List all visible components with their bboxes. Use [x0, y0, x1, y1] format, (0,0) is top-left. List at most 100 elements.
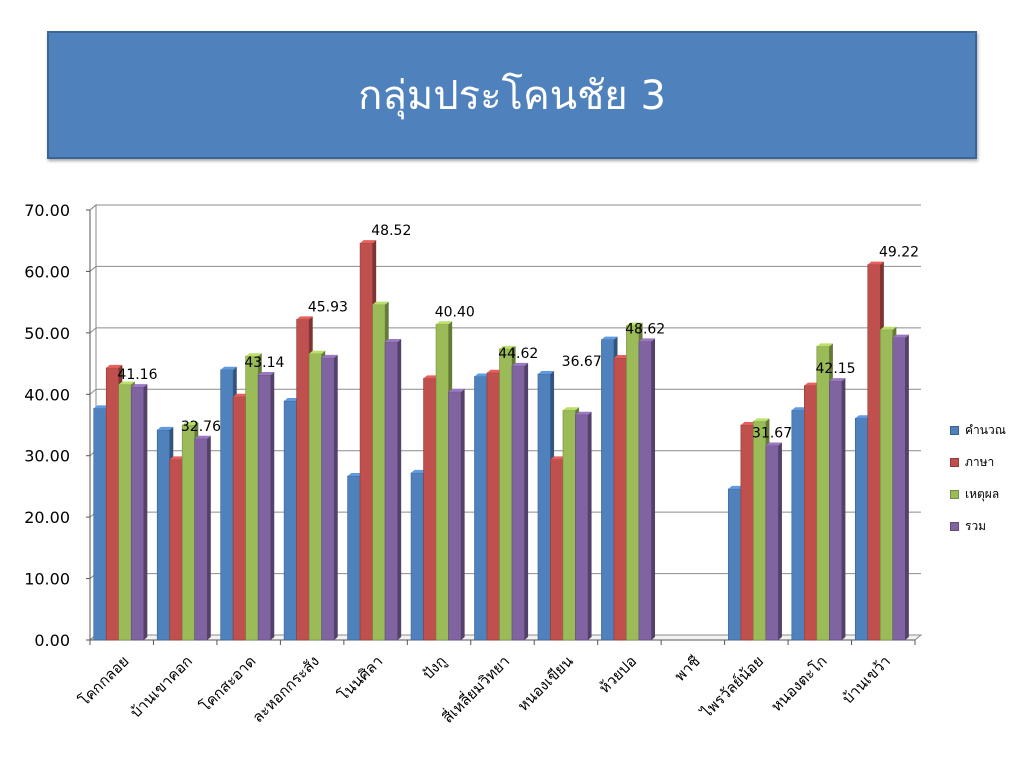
- bar-top: [411, 469, 428, 473]
- bar-2-2: [169, 459, 183, 641]
- chart-legend: คำนวณ ภาษา เหตุผล รวม: [950, 414, 1006, 542]
- bar-top: [474, 373, 491, 377]
- x-tick-label: โคกสะอาด: [196, 652, 259, 715]
- bar-top: [537, 371, 555, 375]
- bar-top: [169, 456, 186, 460]
- bar-1-11: [728, 488, 742, 641]
- bar-1-8: [537, 373, 551, 641]
- bar-4-13: [892, 337, 906, 641]
- bar-top: [816, 343, 833, 347]
- legend-swatch: [950, 489, 959, 499]
- bar-top: [423, 375, 440, 379]
- gridline: [89, 204, 921, 211]
- bar-side: [841, 378, 846, 640]
- legend-swatch: [950, 521, 959, 531]
- bar-side: [270, 371, 275, 640]
- bar-top: [385, 338, 402, 342]
- legend-item: ภาษา: [950, 446, 1006, 478]
- bar-2-13: [867, 264, 881, 641]
- bar-4-11: [765, 445, 779, 641]
- y-tick-label: 70.00: [24, 201, 70, 220]
- bar-1-4: [283, 400, 297, 641]
- bar-top: [765, 442, 782, 446]
- legend-swatch: [950, 457, 959, 467]
- bar-2-3: [232, 396, 246, 641]
- legend-label: ภาษา: [965, 454, 995, 469]
- bar-2-9: [613, 357, 627, 641]
- bar-top: [309, 350, 326, 354]
- bar-1-3: [220, 369, 234, 641]
- bar-top: [601, 336, 618, 340]
- bar-4-9: [638, 341, 652, 641]
- bar-3-1: [118, 384, 132, 641]
- bar-top: [728, 485, 745, 489]
- bar-side: [651, 338, 656, 640]
- data-label: 49.22: [879, 245, 919, 261]
- bar-top: [296, 316, 313, 320]
- data-label: 45.93: [308, 299, 348, 315]
- bar-3-11: [753, 421, 767, 641]
- bar-top: [118, 381, 135, 385]
- bar-1-7: [474, 376, 488, 641]
- bar-3-6: [435, 323, 449, 641]
- bar-3-7: [499, 348, 513, 641]
- bar-1-6: [410, 472, 424, 641]
- bar-top: [93, 405, 110, 409]
- data-label: 48.62: [625, 321, 665, 337]
- bar-2-1: [105, 367, 120, 641]
- y-tick-label: 10.00: [24, 570, 70, 589]
- x-tick-label: บ้านเขว้า: [839, 652, 894, 707]
- data-label: 44.62: [498, 346, 538, 362]
- bar-top: [880, 326, 897, 330]
- bar-side: [143, 384, 148, 640]
- data-label: 36.67: [562, 354, 602, 370]
- bar-top: [106, 364, 123, 368]
- bar-2-8: [550, 459, 564, 641]
- bar-top: [360, 240, 377, 244]
- bar-top: [182, 422, 199, 425]
- data-label: 48.52: [371, 223, 411, 239]
- bar-4-8: [575, 414, 589, 641]
- gridline: [89, 265, 921, 272]
- x-tick-label: ไพรวัลย์น้อย: [697, 652, 767, 722]
- bar-top: [487, 369, 504, 373]
- y-tick-label: 0.00: [34, 631, 70, 650]
- x-tick-label: หนองตะโก: [767, 652, 830, 715]
- legend-label: เหตุผล: [965, 486, 1000, 501]
- bar-top: [613, 355, 631, 359]
- bar-4-12: [829, 380, 843, 641]
- gridline: [89, 327, 921, 334]
- bar-top: [245, 353, 262, 357]
- bar-4-5: [384, 341, 398, 641]
- bar-side: [397, 338, 402, 640]
- bar-2-6: [423, 378, 437, 641]
- bar-1-5: [347, 475, 361, 641]
- bar-1-13: [854, 417, 869, 641]
- bar-top: [550, 456, 567, 460]
- bar-4-7: [511, 365, 525, 641]
- bar-1-2: [156, 429, 170, 641]
- bar-4-1: [130, 386, 145, 641]
- data-label: 42.15: [816, 361, 856, 377]
- bar-top: [233, 393, 250, 397]
- bar-1-1: [93, 408, 107, 641]
- bar-top: [512, 362, 529, 366]
- data-label: 41.16: [117, 367, 157, 383]
- bar-4-2: [194, 438, 208, 641]
- bar-3-8: [562, 409, 576, 641]
- bar-top: [575, 411, 592, 415]
- x-tick-label: ปังกู: [419, 652, 450, 683]
- bar-4-6: [448, 391, 462, 641]
- bar-3-4: [308, 353, 322, 641]
- bar-top: [892, 334, 909, 338]
- x-tick-label: ละหอกกระสัง: [249, 652, 323, 726]
- page-title: กลุ่มประโคนชัย 3: [358, 73, 666, 119]
- x-tick-label: โคกกลอย: [75, 652, 132, 709]
- bar-3-12: [816, 346, 830, 641]
- bar-2-4: [296, 319, 310, 641]
- bar-top: [258, 371, 275, 375]
- x-tick-label: หนองเขียน: [514, 652, 577, 715]
- legend-label: รวม: [965, 518, 987, 533]
- title-banner: กลุ่มประโคนชัย 3: [47, 31, 977, 159]
